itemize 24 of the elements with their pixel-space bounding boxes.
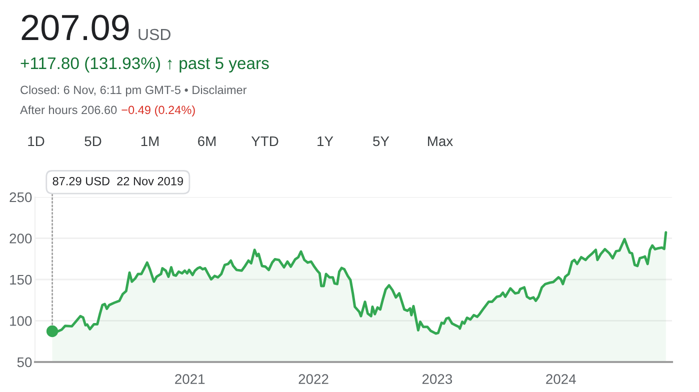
text: After hours 206.60 [20,105,117,114]
y-tick-label: 200 [10,234,32,244]
y-tick-label: 100 [10,316,32,326]
x-tick-label: 2022 [298,374,328,384]
text: 5D [84,136,102,146]
chart-title: 207.09 [22,14,129,40]
text: 1Y [318,136,334,146]
text: Max [428,136,453,146]
x-tick-label: 2024 [546,374,576,384]
y-tick-label: 250 [10,192,32,202]
x-tick-label: 2023 [422,374,452,384]
text: Closed: 6 Nov, 6:11 pm GMT-5 • Disclaimer [20,85,247,96]
annotation: 87.29 USD 22 Nov 2019 [52,176,183,186]
y-tick-label: 150 [10,274,32,285]
text: 6M [198,136,216,146]
text: 1D [28,136,44,146]
y-tick-label: 50 [17,357,32,368]
text: USD [138,28,170,40]
text: 1M [141,136,159,146]
text: −0.49 (0.24%) [122,105,195,116]
text: 5Y [373,136,390,146]
x-tick-label: 2021 [175,374,205,384]
text: YTD [251,136,278,146]
chart-subtitle: +117.80 (131.93%) ↑ past 5 years [20,56,269,72]
